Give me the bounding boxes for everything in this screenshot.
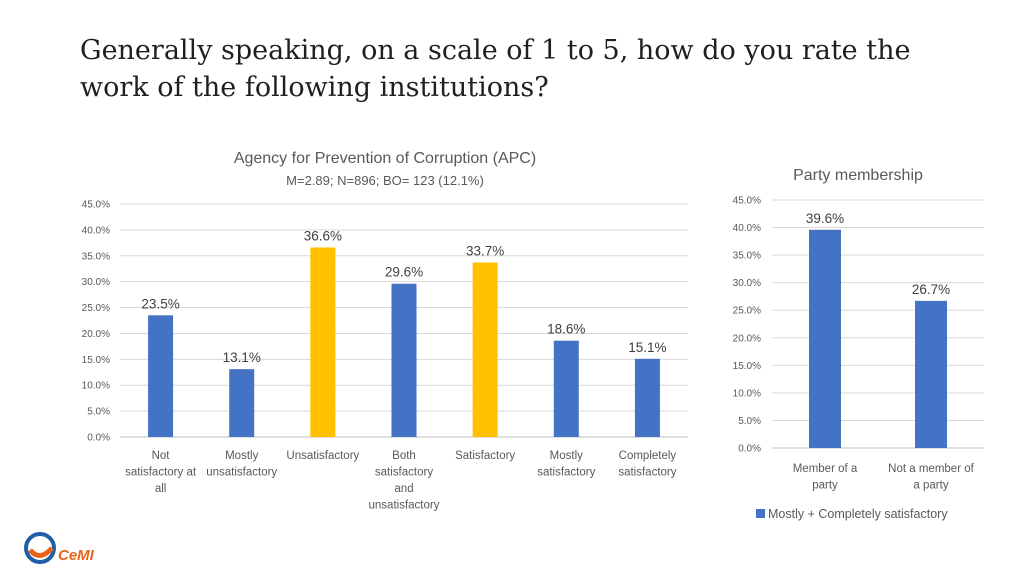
apc-bar: [391, 283, 417, 437]
party-category-label: Member of a party: [793, 463, 858, 492]
apc-category-label: Not satisfactory at all: [125, 450, 197, 495]
party-y-tick-label: 15.0%: [733, 361, 761, 372]
party-bar: [809, 229, 841, 448]
party-bar: [915, 300, 947, 448]
apc-data-label: 13.1%: [223, 350, 261, 365]
party-y-tick-label: 0.0%: [738, 444, 761, 455]
party-chart-title: Party membership: [793, 167, 923, 184]
party-y-tick-label: 10.0%: [733, 388, 761, 399]
party-y-tick-label: 40.0%: [733, 223, 761, 234]
apc-chart-subtitle: M=2.89; N=896; BO= 123 (12.1%): [286, 173, 484, 188]
apc-y-tick-label: 20.0%: [82, 329, 110, 340]
apc-category-label: Mostly unsatisfactory: [206, 450, 277, 479]
apc-data-label: 15.1%: [628, 340, 666, 355]
apc-data-label: 23.5%: [141, 296, 179, 311]
cemi-logo: [24, 532, 56, 564]
apc-category-label: Both satisfactory and unsatisfactory: [369, 450, 440, 512]
apc-chart-title: Agency for Prevention of Corruption (APC…: [234, 150, 536, 167]
apc-bar: [553, 340, 579, 437]
party-legend-label: Mostly + Completely satisfactory: [768, 507, 948, 521]
apc-y-tick-label: 0.0%: [87, 433, 110, 444]
apc-y-tick-label: 5.0%: [87, 407, 110, 418]
apc-category-label: Completely satisfactory: [618, 450, 676, 479]
apc-y-tick-label: 15.0%: [82, 355, 110, 366]
apc-bar: [148, 315, 174, 437]
party-y-tick-label: 20.0%: [733, 333, 761, 344]
party-y-tick-label: 45.0%: [733, 196, 761, 207]
apc-bar: [310, 247, 336, 437]
party-data-label: 26.7%: [912, 282, 950, 297]
party-y-tick-label: 25.0%: [733, 306, 761, 317]
party-y-tick-label: 30.0%: [733, 278, 761, 289]
apc-data-label: 18.6%: [547, 322, 585, 337]
party-data-label: 39.6%: [806, 211, 844, 226]
apc-y-tick-label: 35.0%: [82, 251, 110, 262]
party-legend-swatch: [756, 509, 765, 518]
apc-y-tick-label: 25.0%: [82, 303, 110, 314]
apc-y-tick-label: 45.0%: [82, 200, 110, 211]
apc-data-label: 33.7%: [466, 244, 504, 259]
apc-category-label: Unsatisfactory: [286, 450, 359, 462]
apc-bar: [229, 369, 255, 437]
apc-data-label: 29.6%: [385, 265, 423, 280]
apc-y-tick-label: 40.0%: [82, 225, 110, 236]
apc-category-label: Satisfactory: [455, 450, 515, 462]
page-title: Generally speaking, on a scale of 1 to 5…: [80, 35, 911, 103]
party-y-tick-label: 5.0%: [738, 416, 761, 427]
apc-bar: [634, 358, 660, 437]
party-category-label: Not a member of a party: [888, 463, 974, 492]
apc-bar: [472, 262, 498, 437]
apc-data-label: 36.6%: [304, 228, 342, 243]
apc-category-label: Mostly satisfactory: [537, 450, 595, 479]
logo-text: CeMI: [58, 547, 94, 564]
apc-y-tick-label: 30.0%: [82, 277, 110, 288]
apc-y-tick-label: 10.0%: [82, 381, 110, 392]
party-y-tick-label: 35.0%: [733, 251, 761, 262]
